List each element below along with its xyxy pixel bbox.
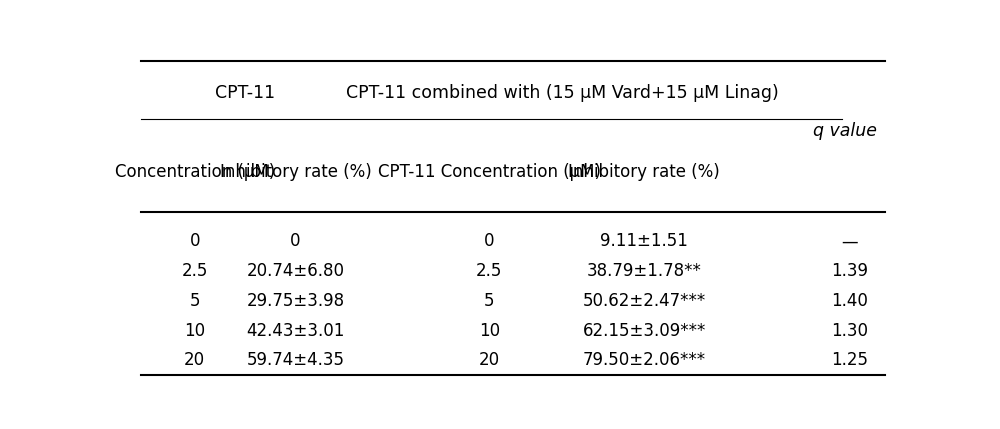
Text: CPT-11: CPT-11	[215, 84, 275, 102]
Text: 20: 20	[184, 351, 205, 369]
Text: 10: 10	[479, 322, 500, 340]
Text: 1.40: 1.40	[831, 292, 868, 310]
Text: 20.74±6.80: 20.74±6.80	[246, 262, 344, 280]
Text: 42.43±3.01: 42.43±3.01	[246, 322, 345, 340]
Text: 5: 5	[484, 292, 494, 310]
Text: 20: 20	[479, 351, 500, 369]
Text: 10: 10	[184, 322, 205, 340]
Text: 79.50±2.06***: 79.50±2.06***	[583, 351, 706, 369]
Text: Inhibitory rate (%): Inhibitory rate (%)	[220, 163, 371, 181]
Text: Concentration (μM): Concentration (μM)	[115, 163, 275, 181]
Text: 62.15±3.09***: 62.15±3.09***	[583, 322, 706, 340]
Text: 0: 0	[290, 233, 301, 251]
Text: 2.5: 2.5	[182, 262, 208, 280]
Text: q value: q value	[813, 122, 877, 140]
Text: CPT-11 Concentration (μM): CPT-11 Concentration (μM)	[378, 163, 601, 181]
Text: —: —	[841, 233, 858, 251]
Text: 1.39: 1.39	[831, 262, 868, 280]
Text: 0: 0	[190, 233, 200, 251]
Text: 59.74±4.35: 59.74±4.35	[246, 351, 344, 369]
Text: CPT-11 combined with (15 μM Vard+15 μM Linag): CPT-11 combined with (15 μM Vard+15 μM L…	[347, 84, 779, 102]
Text: 1.25: 1.25	[831, 351, 868, 369]
Text: 1.30: 1.30	[831, 322, 868, 340]
Text: 50.62±2.47***: 50.62±2.47***	[583, 292, 706, 310]
Text: 9.11±1.51: 9.11±1.51	[600, 233, 688, 251]
Text: Inhibitory rate (%): Inhibitory rate (%)	[568, 163, 720, 181]
Text: 38.79±1.78**: 38.79±1.78**	[587, 262, 702, 280]
Text: 29.75±3.98: 29.75±3.98	[246, 292, 345, 310]
Text: 2.5: 2.5	[476, 262, 502, 280]
Text: 5: 5	[190, 292, 200, 310]
Text: 0: 0	[484, 233, 494, 251]
